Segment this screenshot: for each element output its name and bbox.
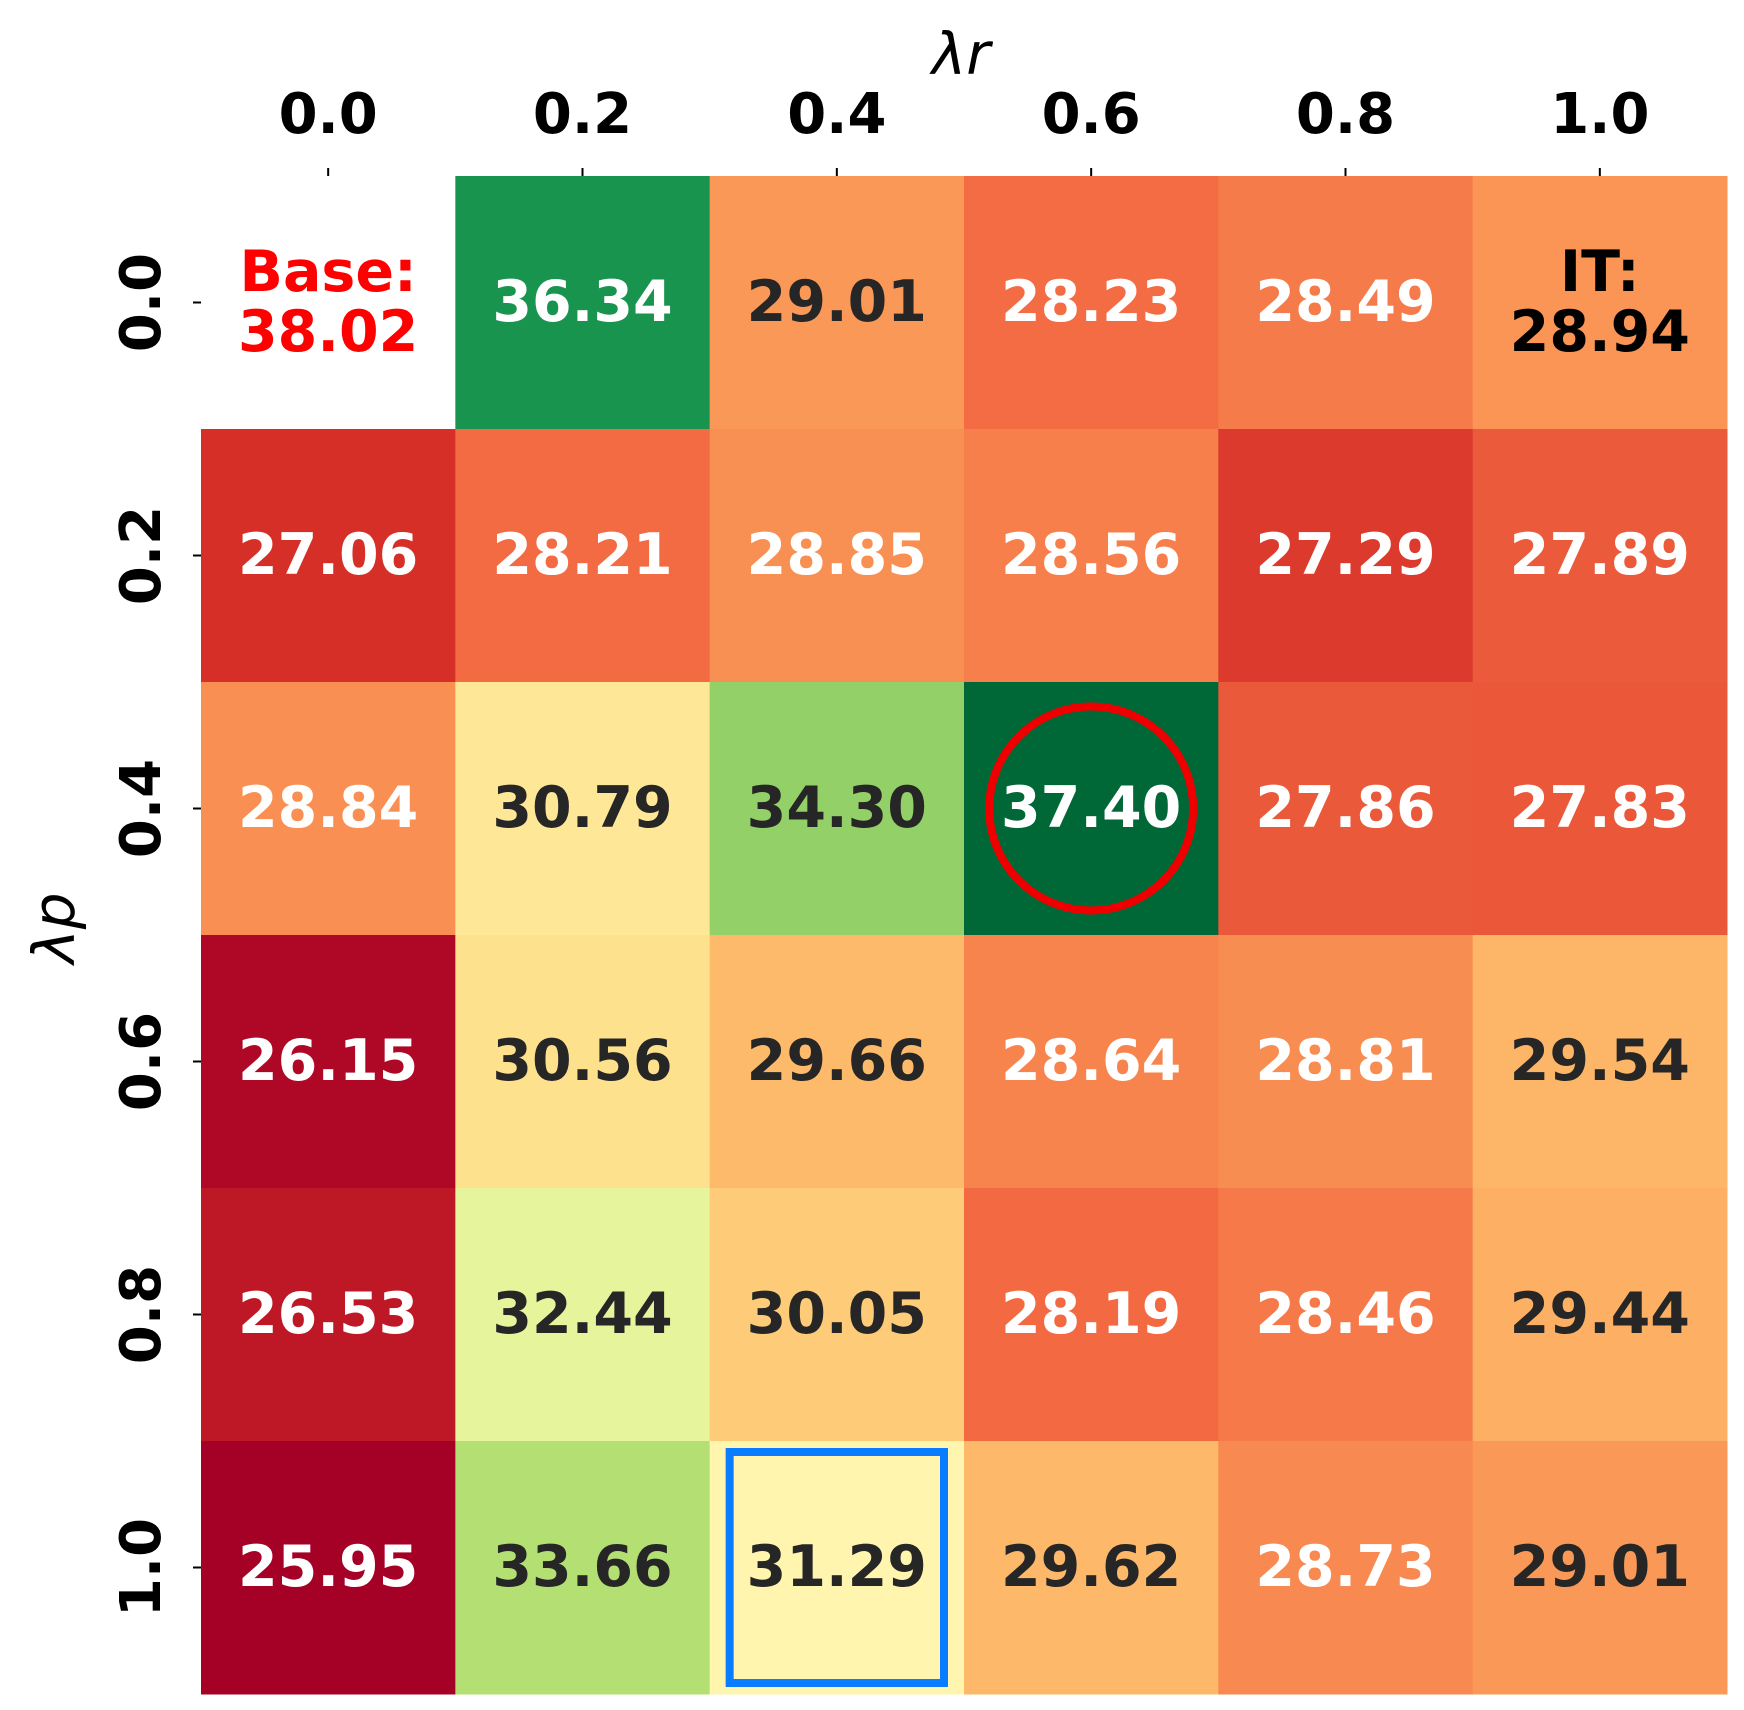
cell-value-label: 27.89 (1509, 521, 1690, 588)
heatmap-cell (1472, 1441, 1728, 1695)
y-axis-label: λp (20, 892, 88, 966)
heatmap-cell (1218, 429, 1474, 683)
cell-value-label: 28.23 (1001, 268, 1182, 335)
heatmap-cell (964, 935, 1219, 1189)
cell-value-label: 28.85 (746, 521, 927, 588)
heatmap-cell (709, 935, 965, 1189)
cell-value-label: 31.29 (746, 1533, 927, 1600)
cell-value-label: 29.01 (1509, 1533, 1690, 1600)
cell-value-label: 26.15 (238, 1027, 419, 1094)
cell-value-label: 30.79 (492, 774, 673, 841)
heatmap-cell (1218, 935, 1474, 1189)
cell-value-label: 37.40 (1001, 774, 1182, 841)
cell-value-label: 28.81 (1255, 1027, 1436, 1094)
x-tick-label: 0.4 (787, 82, 886, 147)
y-tick-label: 0.6 (109, 1012, 174, 1111)
heatmap-cell (455, 1188, 711, 1442)
x-axis-label: λr (929, 20, 993, 88)
cell-value-label: 30.05 (746, 1280, 927, 1347)
heatmap-cell (455, 1441, 711, 1695)
x-tick-label: 0.0 (279, 82, 378, 147)
cell-value-label: 28.84 (238, 774, 419, 841)
heatmap-cell (1218, 1188, 1474, 1442)
heatmap-cell (201, 1188, 456, 1442)
x-tick-label: 0.6 (1042, 82, 1141, 147)
cell-value-label: 29.54 (1509, 1027, 1690, 1094)
cell-value-label: 29.66 (746, 1027, 927, 1094)
heatmap-cell (455, 935, 711, 1189)
heatmap-cell (964, 1441, 1219, 1695)
y-tick-label: 0.4 (109, 759, 174, 858)
heatmap-cell (1218, 1441, 1474, 1695)
heatmap-cell (201, 935, 456, 1189)
cell-value-label: 28.49 (1255, 268, 1436, 335)
cell-value-label: 28.21 (492, 521, 673, 588)
cell-value-label: 27.06 (238, 521, 419, 588)
x-tick-label: 0.2 (533, 82, 632, 147)
y-tick-label: 0.2 (109, 506, 174, 605)
heatmap-cell (455, 429, 711, 683)
heatmap-cell (201, 429, 456, 683)
heatmap-cell (1218, 176, 1474, 430)
x-tick-label: 1.0 (1550, 82, 1649, 147)
cell-value-label: 28.73 (1255, 1533, 1436, 1600)
heatmap-cell (455, 682, 711, 936)
heatmap-cell (455, 176, 711, 430)
cell-value-label: IT: 28.94 (1509, 238, 1690, 365)
annotation: Base: 38.02 (238, 238, 419, 365)
cell-value-label: 28.19 (1001, 1280, 1182, 1347)
y-tick-label: 1.0 (109, 1518, 174, 1617)
cell-value-label: 33.66 (492, 1533, 673, 1600)
cell-value-label: 28.56 (1001, 521, 1182, 588)
cell-value-label: 36.34 (492, 268, 673, 335)
heatmap-cell (201, 1441, 456, 1695)
cell-value-label: 28.64 (1001, 1027, 1182, 1094)
cell-value-label: 30.56 (492, 1027, 673, 1094)
heatmap-cell (964, 1188, 1219, 1442)
heatmap-cell (1472, 176, 1728, 430)
heatmap-cell (1472, 429, 1728, 683)
y-tick-label: 0.0 (109, 253, 174, 352)
cell-value-label: 29.44 (1509, 1280, 1690, 1347)
cell-value-label: 32.44 (492, 1280, 673, 1347)
heatmap-cell (709, 176, 965, 430)
heatmap-cell (964, 176, 1219, 430)
heatmap-cell (1472, 1188, 1728, 1442)
heatmap-cell (709, 1188, 965, 1442)
cell-value-label: 29.01 (746, 268, 927, 335)
cell-value-label: 27.83 (1509, 774, 1690, 841)
heatmap-cell (1472, 682, 1728, 936)
x-tick-label: 0.8 (1296, 82, 1395, 147)
cell-value-label: 34.30 (746, 774, 927, 841)
heatmap-cell (709, 429, 965, 683)
heatmap-cell (201, 682, 456, 936)
cell-value-label: 26.53 (238, 1280, 419, 1347)
cell-value-label: 29.62 (1001, 1533, 1182, 1600)
cell-value-label: 28.46 (1255, 1280, 1436, 1347)
cell-value-label: 27.86 (1255, 774, 1436, 841)
y-tick-label: 0.8 (109, 1265, 174, 1364)
cell-value-label: 27.29 (1255, 521, 1436, 588)
cell-value-label: 25.95 (238, 1533, 419, 1600)
heatmap-cell (964, 429, 1219, 683)
heatmap-cell (709, 682, 965, 936)
heatmap-cell (1218, 682, 1474, 936)
heatmap-cell (1472, 935, 1728, 1189)
